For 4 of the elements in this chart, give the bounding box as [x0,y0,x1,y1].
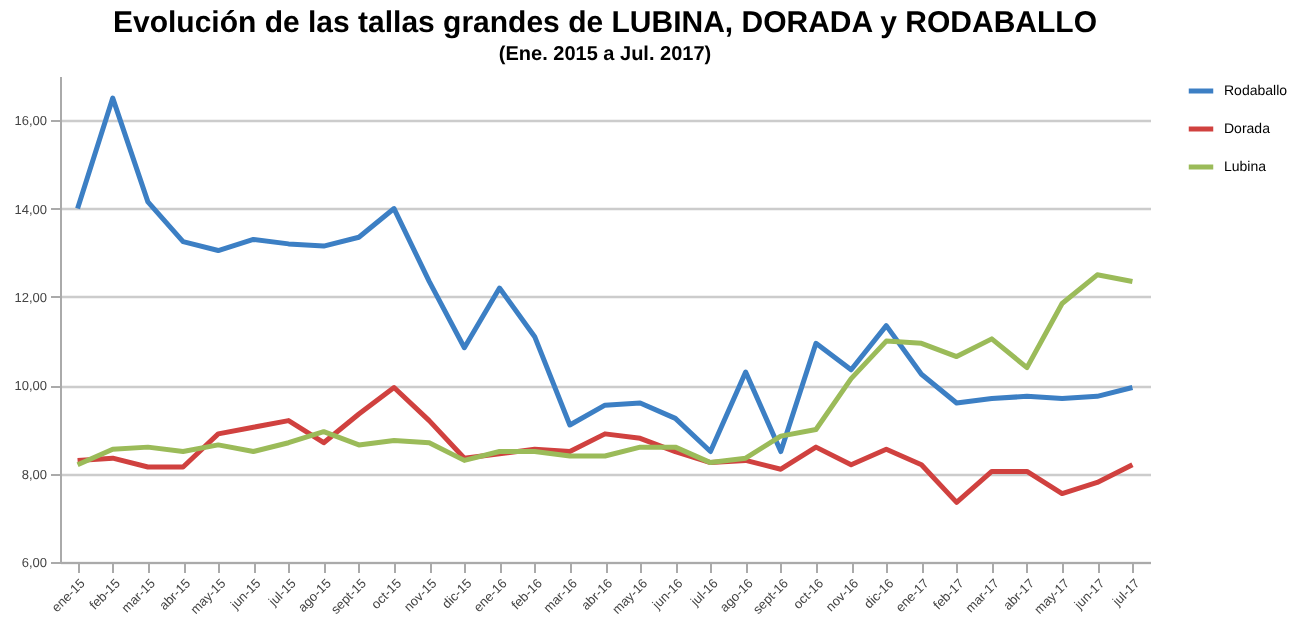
line-series [75,272,1135,468]
chart-subtitle: (Ene. 2015 a Jul. 2017) [498,44,712,66]
line-series [75,95,1135,455]
chart-title: Evolución de las tallas grandes de LUBINA, DORADA y RODABALLO [112,6,1098,40]
